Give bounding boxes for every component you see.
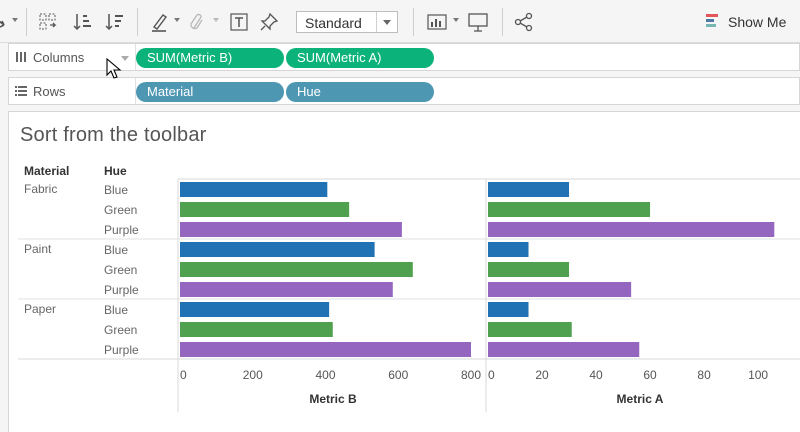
tick-label: 100 [748, 368, 768, 382]
tick-label: 200 [243, 368, 263, 382]
tick-label: 20 [535, 368, 549, 382]
bar [488, 202, 651, 217]
show-me-button[interactable]: Show Me [706, 12, 786, 32]
material-header[interactable]: Material [24, 164, 70, 178]
columns-shelf[interactable]: Columns SUM(Metric B) SUM(Metric A) [8, 43, 800, 71]
lasso-icon[interactable] [0, 11, 12, 33]
tick-label: 60 [643, 368, 657, 382]
swap-rows-columns-icon[interactable] [37, 11, 59, 33]
toolbar-separator [26, 8, 27, 36]
hue-label[interactable]: Green [104, 263, 138, 277]
tick-label: 0 [488, 368, 495, 382]
hue-label[interactable]: Purple [104, 283, 139, 297]
toolbar-separator [413, 8, 414, 36]
label-text-icon[interactable] [228, 11, 250, 33]
toolbar-separator [137, 8, 138, 36]
bar [488, 282, 632, 297]
pill-hue[interactable]: Hue [286, 82, 434, 102]
axis-title-metric-a: Metric A [616, 392, 664, 406]
sort-ascending-icon[interactable] [72, 11, 94, 33]
tick-label: 80 [697, 368, 711, 382]
bar [180, 282, 393, 297]
bar [180, 302, 330, 317]
rows-shelf-label: Rows [33, 84, 66, 99]
rows-shelf[interactable]: Rows Material Hue [8, 77, 800, 105]
axis-title-metric-b: Metric B [309, 392, 357, 406]
pill-sum-metric-a[interactable]: SUM(Metric A) [286, 48, 434, 68]
tick-label: 600 [388, 368, 408, 382]
highlight-pen-icon[interactable] [148, 11, 170, 33]
rows-icon [15, 86, 27, 96]
shelf-divider [135, 78, 136, 104]
show-cards-icon[interactable] [426, 11, 448, 33]
show-me-label: Show Me [728, 14, 787, 30]
hue-label[interactable]: Blue [104, 243, 129, 257]
material-label[interactable]: Fabric [24, 182, 58, 196]
columns-shelf-caret[interactable] [121, 56, 129, 61]
bar [180, 182, 328, 197]
fit-standard-select[interactable]: Standard [296, 11, 398, 33]
columns-shelf-label: Columns [33, 50, 85, 65]
group-dropdown-caret[interactable] [213, 18, 219, 22]
hue-label[interactable]: Blue [104, 303, 129, 317]
hue-label[interactable]: Purple [104, 343, 139, 357]
pill-material[interactable]: Material [136, 82, 284, 102]
bar [488, 182, 570, 197]
pill-sum-metric-b[interactable]: SUM(Metric B) [136, 48, 284, 68]
fit-select-value: Standard [305, 15, 362, 31]
highlight-dropdown-caret[interactable] [174, 18, 180, 22]
shelf-divider [135, 44, 136, 70]
toolbar-separator [502, 8, 503, 36]
tick-label: 400 [315, 368, 335, 382]
hue-header[interactable]: Hue [104, 164, 127, 178]
tick-label: 800 [461, 368, 481, 382]
bar [488, 302, 529, 317]
sort-descending-icon[interactable] [104, 11, 126, 33]
bar [488, 342, 640, 357]
tick-label: 40 [589, 368, 603, 382]
material-label[interactable]: Paint [24, 242, 52, 256]
show-cards-dropdown-caret[interactable] [453, 18, 459, 22]
bar [180, 322, 333, 337]
share-icon[interactable] [513, 11, 535, 33]
presentation-mode-icon[interactable] [467, 11, 489, 33]
bar [488, 262, 570, 277]
bar [180, 342, 471, 357]
chevron-down-icon[interactable] [376, 12, 397, 32]
bar [180, 262, 413, 277]
show-me-icon [706, 14, 718, 27]
hue-label[interactable]: Green [104, 203, 138, 217]
hue-label[interactable]: Green [104, 323, 138, 337]
bar [488, 242, 529, 257]
bar [180, 202, 350, 217]
columns-icon [16, 52, 26, 62]
paperclip-icon[interactable] [186, 11, 208, 33]
bar [488, 222, 775, 237]
hue-label[interactable]: Blue [104, 183, 129, 197]
mouse-cursor-icon [106, 58, 122, 79]
bar [180, 242, 375, 257]
pin-icon[interactable] [258, 11, 280, 33]
hue-label[interactable]: Purple [104, 223, 139, 237]
view-title: Sort from the toolbar [20, 124, 207, 146]
material-label[interactable]: Paper [24, 302, 57, 316]
toolbar: Standard Show Me [0, 0, 800, 43]
lasso-dropdown-caret[interactable] [12, 18, 18, 22]
bar [180, 222, 402, 237]
bar [488, 322, 572, 337]
tick-label: 0 [180, 368, 187, 382]
